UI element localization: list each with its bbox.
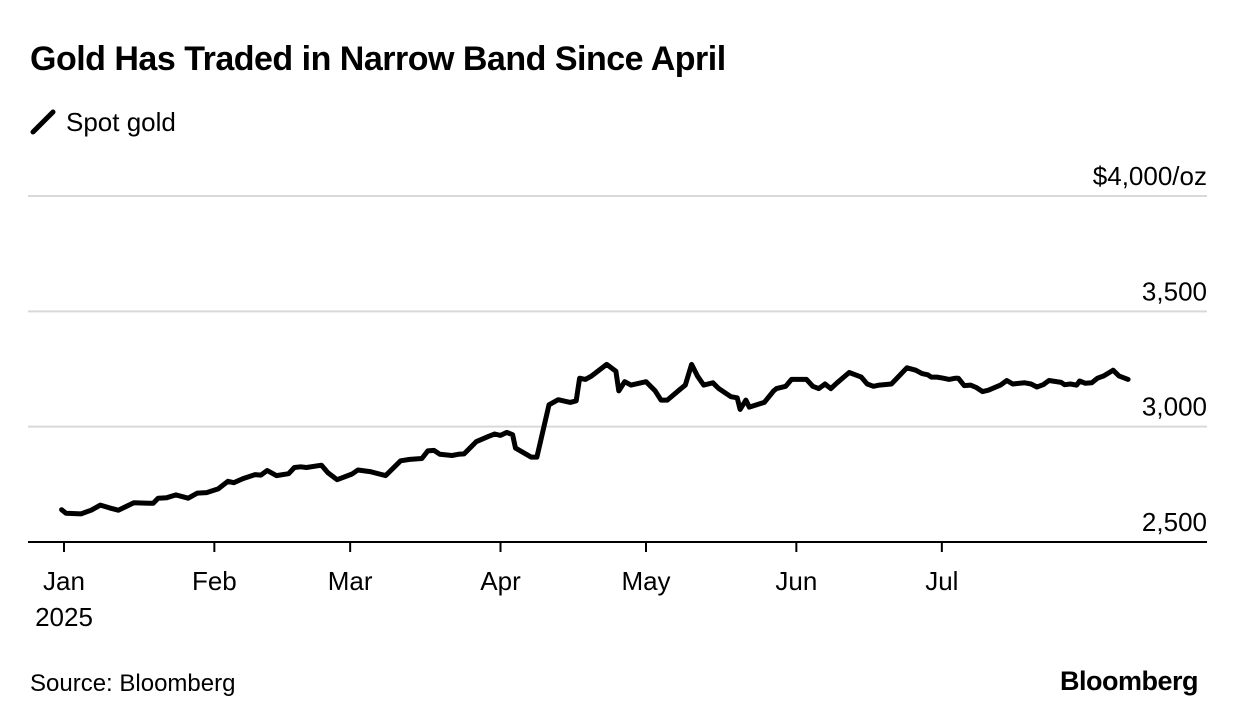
bloomberg-logo: Bloomberg — [1059, 666, 1199, 696]
x-tick-label-jun: Jun — [775, 566, 817, 596]
series-line-spot-gold — [59, 361, 1131, 517]
x-tick-label-may: May — [621, 566, 670, 596]
x-tick-label-mar: Mar — [328, 566, 373, 596]
x-tick-label-apr: Apr — [480, 566, 521, 596]
y-tick-label-4000: $4,000/oz — [1093, 161, 1207, 191]
y-tick-label-3000: 3,000 — [1142, 392, 1207, 422]
y-tick-label-3500: 3,500 — [1142, 276, 1207, 306]
x-tick-label-jul: Jul — [925, 566, 958, 596]
legend-label-spot-gold: Spot gold — [66, 106, 176, 137]
y-tick-label-2500: 2,500 — [1142, 507, 1207, 537]
chart-title: Gold Has Traded in Narrow Band Since Apr… — [30, 40, 726, 78]
y-axis-ticks: $4,000/oz 3,500 3,000 2,500 — [1093, 161, 1207, 537]
x-tick-label-feb: Feb — [192, 566, 237, 596]
source-note: Source: Bloomberg — [30, 670, 236, 697]
legend: Spot gold — [30, 104, 176, 140]
x-tick-label-jan: Jan — [43, 566, 85, 596]
x-axis-ticks: Jan 2025 Feb Mar Apr May Jun Jul — [35, 542, 958, 632]
legend-line-icon — [30, 109, 56, 135]
gridlines — [28, 195, 1207, 428]
x-tick-sublabel-year: 2025 — [35, 602, 93, 632]
